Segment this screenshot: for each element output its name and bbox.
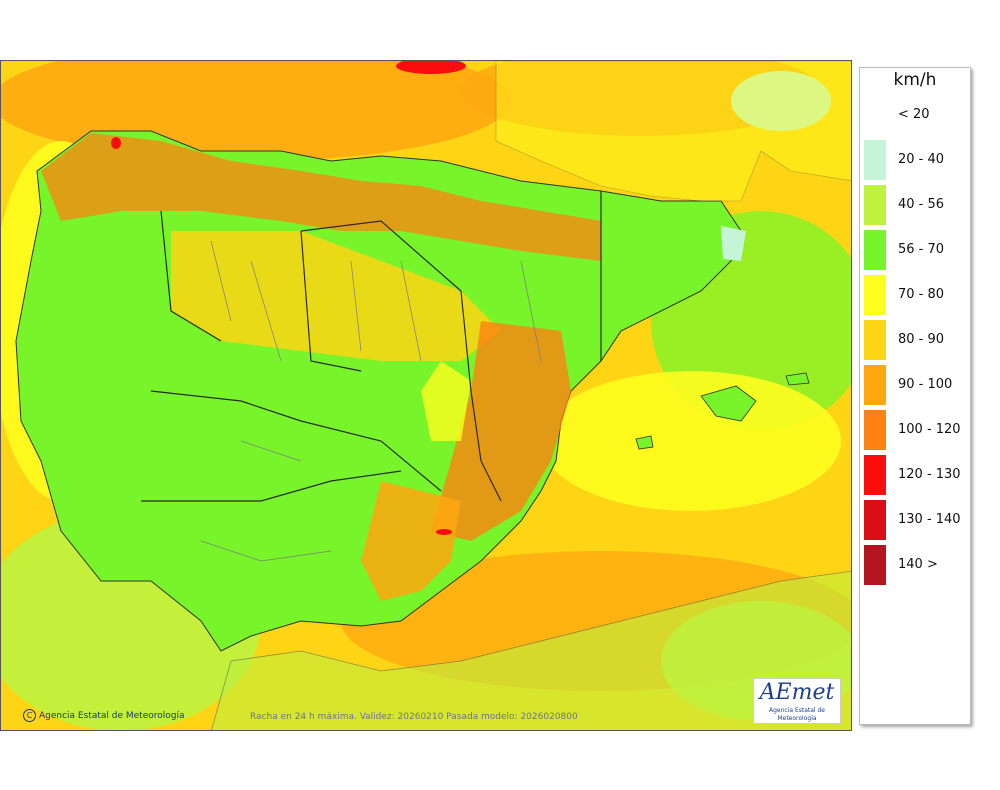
france bbox=[495, 61, 851, 202]
legend-label: 40 - 56 bbox=[898, 197, 945, 212]
legend-item: < 20 bbox=[864, 95, 968, 135]
legend-swatch bbox=[864, 365, 886, 405]
map-credit: C Agencia Estatal de Meteorología bbox=[23, 709, 185, 722]
legend-swatch bbox=[864, 500, 886, 540]
gust-zone-iberian-east bbox=[431, 321, 571, 541]
aemet-logo: AEmet Agencia Estatal de Meteorología bbox=[753, 678, 841, 724]
gust-peak-north bbox=[396, 61, 466, 74]
province-border bbox=[520, 260, 542, 362]
legend-label: 80 - 90 bbox=[898, 332, 945, 347]
legend-swatch bbox=[864, 275, 886, 315]
legend-label: 120 - 130 bbox=[898, 467, 961, 482]
legend-label: 130 - 140 bbox=[898, 512, 961, 527]
province-border bbox=[250, 260, 282, 362]
legend-item: 20 - 40 bbox=[864, 140, 968, 180]
legend-swatch bbox=[864, 410, 886, 450]
ibiza bbox=[635, 435, 654, 450]
legend-swatch bbox=[864, 545, 886, 585]
border-castilla bbox=[300, 230, 362, 372]
wind-gust-map: C Agencia Estatal de Meteorología Racha e… bbox=[0, 60, 852, 731]
gust-zone-southeast bbox=[361, 481, 461, 601]
gust-zone-meseta bbox=[171, 231, 501, 361]
legend-label: < 20 bbox=[898, 107, 930, 122]
logo-word: AEmet bbox=[759, 680, 835, 705]
legend-label: 140 > bbox=[898, 557, 938, 572]
map-canvas bbox=[1, 61, 851, 730]
legend-item: 80 - 90 bbox=[864, 320, 968, 360]
province-border bbox=[200, 540, 332, 562]
legend-item: 130 - 140 bbox=[864, 500, 968, 540]
gust-zone-catalonia bbox=[601, 201, 741, 281]
copyright-icon: C bbox=[23, 709, 36, 722]
legend-swatch bbox=[864, 455, 886, 495]
border-extremadura bbox=[150, 390, 442, 492]
mallorca bbox=[700, 385, 757, 422]
validity-note: Racha en 24 h máxima. Validez: 20260210 … bbox=[250, 712, 578, 722]
legend-item: 100 - 120 bbox=[864, 410, 968, 450]
credit-text: Agencia Estatal de Meteorología bbox=[39, 711, 185, 721]
legend-swatch bbox=[864, 230, 886, 270]
province-border bbox=[210, 240, 232, 322]
province-border bbox=[400, 260, 422, 362]
north-africa bbox=[211, 570, 851, 730]
province-border bbox=[350, 260, 362, 352]
legend-label: 70 - 80 bbox=[898, 287, 945, 302]
region-borders bbox=[141, 191, 602, 502]
legend-label: 20 - 40 bbox=[898, 152, 945, 167]
legend-unit: km/h bbox=[893, 70, 937, 90]
gust-zone-girona bbox=[721, 226, 746, 261]
legend-item: 40 - 56 bbox=[864, 185, 968, 225]
gust-zone-balearic-sea bbox=[541, 371, 841, 511]
legend-item: 120 - 130 bbox=[864, 455, 968, 495]
legend-swatch bbox=[864, 140, 886, 180]
province-borders bbox=[200, 240, 542, 562]
border-andalucia bbox=[141, 470, 402, 502]
legend-item: 90 - 100 bbox=[864, 365, 968, 405]
legend-label: 56 - 70 bbox=[898, 242, 945, 257]
gust-peak-murcia bbox=[436, 529, 452, 535]
legend-swatch bbox=[864, 185, 886, 225]
gust-zone-la-mancha bbox=[421, 361, 471, 441]
gust-zone-northeast bbox=[461, 61, 821, 136]
legend-label: 100 - 120 bbox=[898, 422, 961, 437]
legend-swatch bbox=[864, 320, 886, 360]
border-galicia bbox=[160, 210, 222, 342]
border-aragon bbox=[460, 290, 502, 502]
menorca bbox=[785, 372, 810, 386]
border-north bbox=[300, 220, 462, 292]
gust-peak-galicia bbox=[111, 137, 121, 149]
legend-item: 140 > bbox=[864, 545, 968, 585]
gust-zone-gulf-of-lion bbox=[731, 71, 831, 131]
legend-label: 90 - 100 bbox=[898, 377, 953, 392]
logo-subtext: Agencia Estatal de Meteorología bbox=[768, 707, 825, 722]
legend-item: 56 - 70 bbox=[864, 230, 968, 270]
gust-zone-cantabrian bbox=[41, 133, 601, 261]
legend-item: 70 - 80 bbox=[864, 275, 968, 315]
legend-swatch bbox=[864, 95, 886, 135]
legend-panel: km/h < 20 20 - 40 40 - 56 56 - 70 70 - 80 80 … bbox=[859, 67, 971, 725]
province-border bbox=[240, 440, 302, 462]
